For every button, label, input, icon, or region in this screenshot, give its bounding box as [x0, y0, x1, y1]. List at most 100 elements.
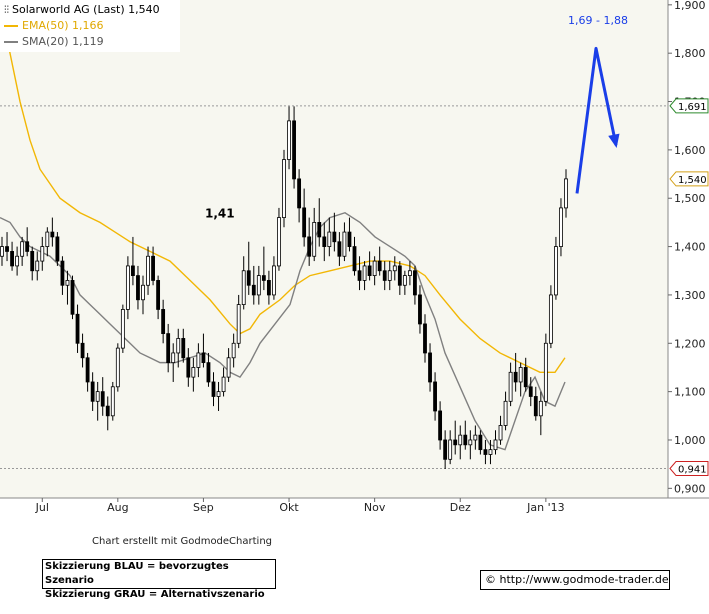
candle-body	[312, 222, 317, 257]
y-tick-label: 1,900	[674, 0, 706, 12]
candle-body	[156, 280, 161, 310]
candle-body	[226, 357, 231, 378]
sma20-line	[0, 211, 566, 451]
candle-body	[166, 333, 171, 364]
candle-body	[115, 347, 120, 388]
candle-body	[382, 270, 387, 281]
candle-body	[493, 439, 498, 451]
candle-body	[327, 231, 332, 247]
candle-body	[272, 265, 276, 296]
legend-title-row: ⫶⫶ Solarworld AG (Last) 1,540	[4, 3, 160, 16]
chart-type-icon: ⫶⫶	[4, 5, 9, 16]
candle-body	[443, 439, 448, 460]
candle-body	[292, 120, 296, 180]
candle-body	[468, 439, 473, 446]
y-tick-label: 1,800	[674, 47, 706, 60]
candle-body	[191, 367, 196, 378]
candle-body	[181, 338, 186, 359]
candle-body	[55, 236, 60, 262]
candle-body	[5, 246, 9, 252]
candle-body	[317, 222, 322, 238]
candle-body	[70, 280, 75, 315]
candle-body	[488, 449, 493, 455]
candle-body	[287, 120, 291, 160]
candle-body	[10, 251, 14, 267]
candle-body	[95, 391, 100, 402]
candle-body	[438, 410, 443, 441]
candle-body	[261, 275, 266, 281]
candle-body	[136, 275, 140, 301]
chart-credit: Chart erstellt mit GodmodeCharting	[92, 536, 272, 547]
x-tick-label: Sep	[193, 501, 214, 514]
candle-body	[0, 246, 4, 257]
candle-body	[85, 357, 90, 383]
candle-body	[221, 376, 226, 393]
legend-sma-name: SMA(20)	[22, 35, 69, 48]
candle-body	[50, 231, 55, 238]
candle-body	[397, 265, 402, 286]
candle-body	[75, 313, 80, 344]
candle-body	[402, 275, 407, 286]
candle-body	[60, 260, 65, 286]
candle-body	[332, 231, 337, 243]
source-link[interactable]: © http://www.godmode-trader.de	[480, 570, 670, 590]
blue-arrow-head	[608, 133, 620, 148]
y-tick-label: 1,600	[674, 144, 706, 157]
ema50-line	[0, 4, 566, 373]
x-tick-label: Dez	[450, 501, 471, 514]
candle-body	[196, 352, 201, 368]
candle-body	[564, 178, 568, 209]
candle-body	[40, 246, 45, 262]
candle-body	[146, 255, 150, 286]
candle-body	[231, 342, 236, 359]
candle-body	[554, 246, 558, 296]
candle-body	[347, 231, 352, 247]
candle-body	[392, 265, 397, 272]
candle-body	[559, 207, 563, 247]
blue-scenario-arrow	[575, 46, 618, 194]
y-tick-label: 1,200	[674, 337, 706, 350]
candle-body	[433, 381, 437, 412]
candle-body	[367, 265, 372, 276]
candle-body	[20, 241, 25, 257]
candle-body	[105, 405, 110, 417]
candle-body	[100, 391, 105, 407]
candle-body	[473, 434, 478, 441]
y-tick-label: 1,400	[674, 241, 706, 254]
candle-body	[151, 255, 155, 281]
candle-body	[377, 260, 382, 272]
candle-body	[483, 449, 488, 455]
candle-body	[533, 396, 538, 417]
candle-body	[513, 371, 518, 383]
candle-body	[528, 386, 533, 397]
candle-body	[342, 231, 347, 257]
candle-body	[25, 241, 30, 252]
x-tick-label: Aug	[107, 501, 128, 514]
candle-body	[216, 391, 221, 397]
candle-body	[538, 400, 543, 417]
candle-body	[428, 352, 432, 383]
last-price-label: 1,540	[678, 175, 707, 186]
candle-body	[35, 260, 40, 272]
candle-body	[387, 270, 392, 281]
candle-body	[357, 270, 362, 281]
candle-body	[141, 284, 145, 301]
support-tag	[669, 461, 709, 477]
y-tick-label: 1,000	[674, 434, 706, 447]
candle-body	[503, 400, 508, 426]
last-price-tag	[669, 171, 709, 187]
x-tick-label: Nov	[364, 501, 386, 514]
candle-body	[413, 270, 417, 296]
candle-body	[110, 386, 115, 417]
legend-ema: EMA(50) 1,166	[4, 19, 104, 32]
candle-body	[30, 251, 35, 272]
candle-body	[171, 352, 176, 364]
y-axis-area	[668, 0, 709, 498]
legend-sma: SMA(20) 1,119	[4, 35, 104, 48]
candle-body	[246, 270, 251, 286]
candle-body	[362, 265, 367, 281]
y-tick-label: 1,300	[674, 289, 706, 302]
candle-body	[120, 309, 125, 349]
candle-body	[90, 381, 95, 402]
